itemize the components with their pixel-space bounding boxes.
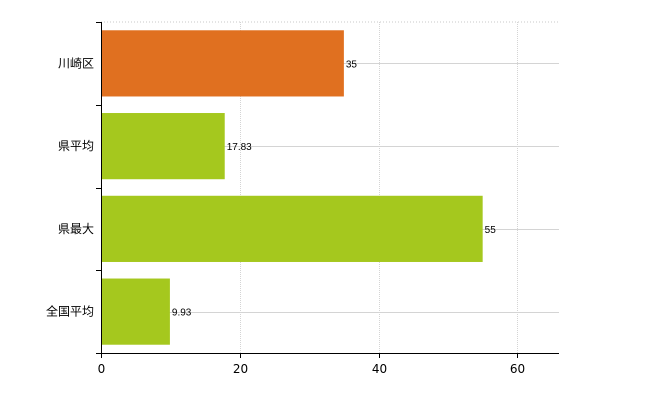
bar [102,278,170,345]
bars [102,30,483,345]
data-label: 55 [485,225,497,236]
bar [102,113,225,180]
x-tick-label: 20 [233,362,248,376]
y-tick-label: 県平均 [58,139,94,153]
y-tick-label: 県最大 [58,222,94,236]
data-labels: 35 17.83 55 9.93 [172,59,496,318]
data-label: 9.93 [172,308,192,319]
x-tick-label: 60 [510,362,525,376]
data-label: 17.83 [227,142,252,153]
x-tick-label: 40 [372,362,387,376]
y-tick-label: 川崎区 [58,56,94,70]
x-tick-label: 0 [98,362,106,376]
y-tick-label: 全国平均 [46,304,94,319]
bar [102,195,483,262]
bar [102,30,344,97]
data-label: 35 [346,59,358,70]
